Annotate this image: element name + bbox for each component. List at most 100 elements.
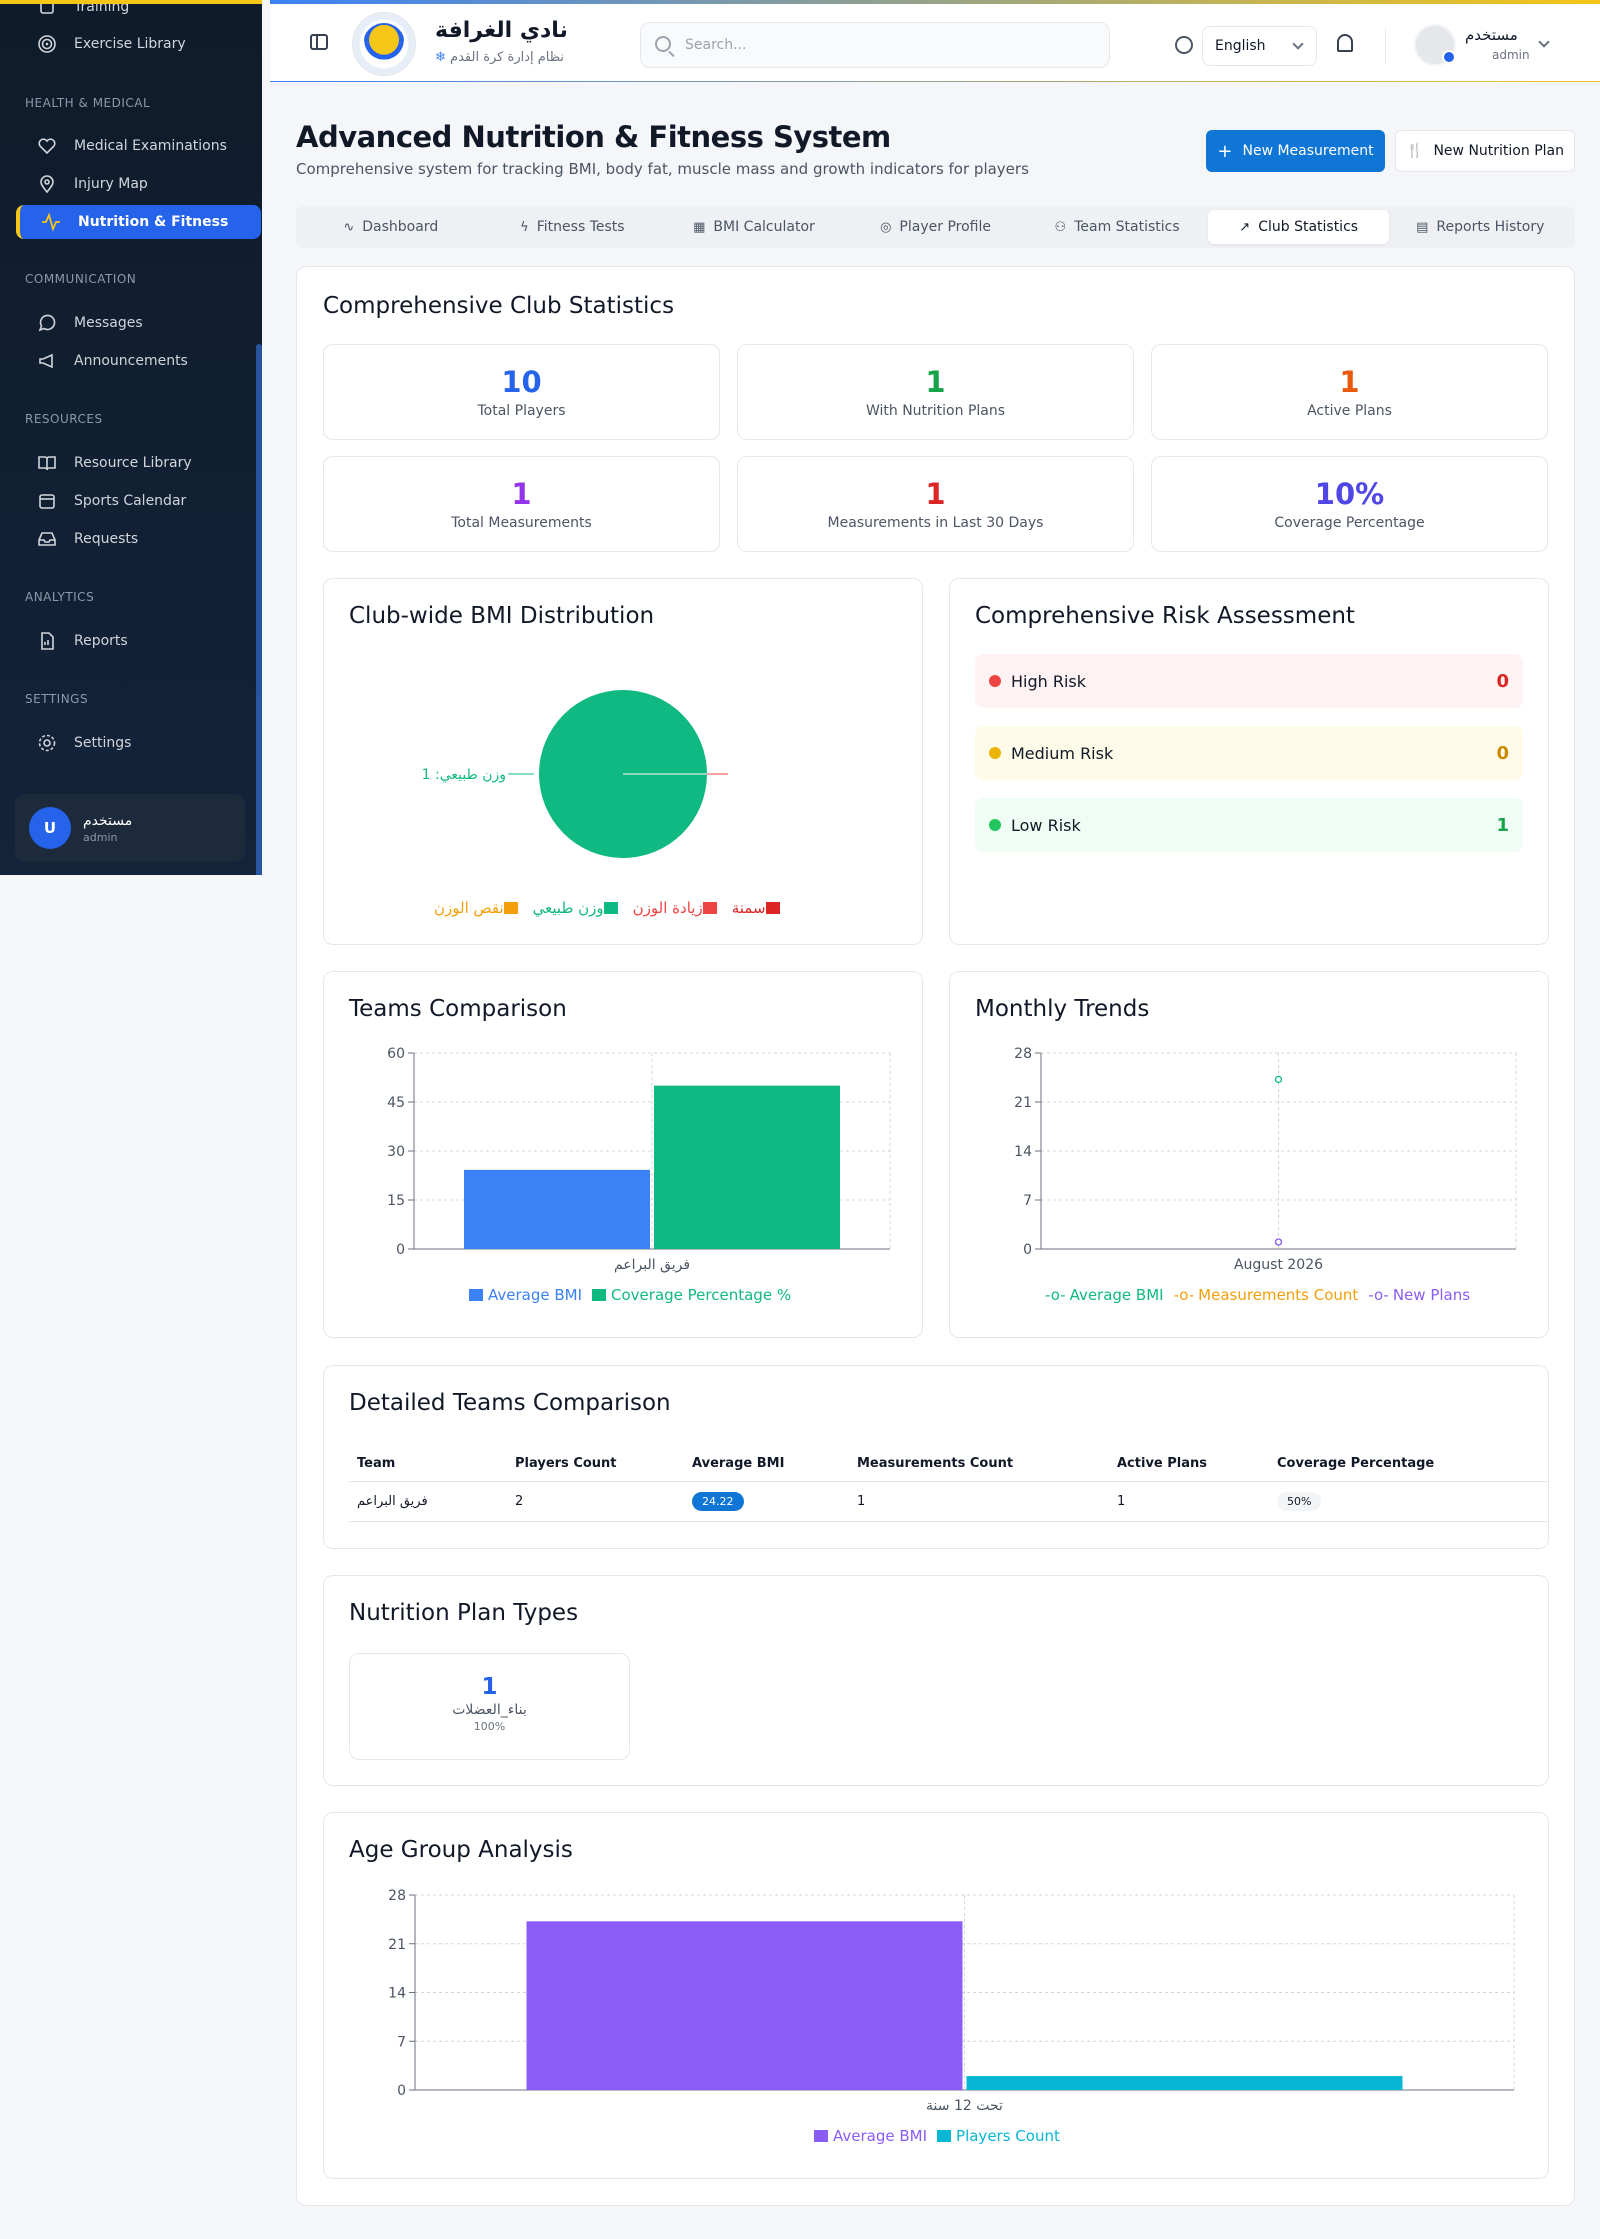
stat-with-nutrition-plans: 1 With Nutrition Plans xyxy=(737,344,1134,440)
tab-player-profile[interactable]: ◎ Player Profile xyxy=(880,219,991,235)
x-tick-label: تحت 12 سنة xyxy=(926,2098,1003,2114)
bar-players-count xyxy=(966,2076,1403,2090)
tab-club-statistics[interactable]: ↗ Club Statistics xyxy=(1207,210,1390,244)
sidebar-item-requests[interactable]: Requests xyxy=(16,522,261,556)
line-dot-icon: -o- xyxy=(1045,1286,1066,1304)
y-tick-label: 21 xyxy=(1014,1095,1032,1111)
sidebar-item-resource-library[interactable]: Resource Library xyxy=(16,446,261,480)
activity-icon xyxy=(40,211,62,233)
zap-icon: ϟ xyxy=(520,219,529,235)
header-divider xyxy=(1385,28,1386,64)
stat-total-players: 10 Total Players xyxy=(323,344,720,440)
sidebar-item-injury-map[interactable]: Injury Map xyxy=(16,167,261,201)
bmi-legend: سمنة زيادة الوزن وزن طبيعي نقص الوزن xyxy=(429,899,790,917)
legend-item-coverage: Coverage Percentage % xyxy=(592,1286,791,1304)
point-new-plans xyxy=(1274,1238,1283,1246)
club-logo xyxy=(352,12,416,76)
new-nutrition-plan-button[interactable]: 🍴 New Nutrition Plan xyxy=(1395,130,1575,172)
y-tick-label: 7 xyxy=(397,2034,406,2050)
sidebar-item-reports[interactable]: Reports xyxy=(16,624,261,658)
bar-coverage xyxy=(654,1085,840,1249)
bmi-distribution-card: Club-wide BMI Distribution وزن طبيعي: 1 … xyxy=(323,578,923,945)
coverage-badge: 50% xyxy=(1277,1492,1322,1511)
risk-low-row: Low Risk 1 xyxy=(975,798,1523,852)
plan-types-title: Nutrition Plan Types xyxy=(349,1600,579,1626)
y-tick-label: 28 xyxy=(388,1888,406,1904)
plan-type-item: 1 بناء_العضلات 100% xyxy=(349,1653,630,1760)
sidebar-item-nutrition-fitness[interactable]: Nutrition & Fitness xyxy=(16,205,261,239)
nutrition-plan-types-card: Nutrition Plan Types 1 بناء_العضلات 100% xyxy=(323,1575,1549,1786)
sidebar-item-announcements[interactable]: Announcements xyxy=(16,344,261,378)
sidebar-section-communication: COMMUNICATION xyxy=(25,272,137,286)
trending-up-icon: ↗ xyxy=(1239,219,1251,235)
y-tick-label: 14 xyxy=(388,1986,406,2002)
sidebar-user-name: مستخدم xyxy=(83,812,133,829)
y-tick-label: 0 xyxy=(396,1242,405,1258)
y-tick-label: 14 xyxy=(1014,1144,1032,1160)
col-team: Team xyxy=(349,1446,507,1482)
risk-high-row: High Risk 0 xyxy=(975,654,1523,708)
target-icon: ◎ xyxy=(880,219,892,235)
gear-icon xyxy=(36,732,58,754)
legend-item-average-bmi: -o- Average BMI xyxy=(1045,1286,1164,1304)
tab-dashboard[interactable]: ∿ Dashboard xyxy=(343,219,439,235)
teams-comparison-card: Teams Comparison 0 15 30 45 60 فريق البراعم A… xyxy=(323,971,923,1338)
bar-average-bmi xyxy=(464,1169,650,1249)
x-tick-label: فريق البراعم xyxy=(614,1257,690,1273)
sidebar-item-settings[interactable]: Settings xyxy=(16,726,261,760)
sidebar-section-settings: SETTINGS xyxy=(25,692,89,706)
monthly-trends-chart: 0 7 14 21 28 August 2026 xyxy=(1014,1046,1517,1273)
y-tick-label: 21 xyxy=(388,1937,406,1953)
club-statistics-panel: Comprehensive Club Statistics 10 Total Pl… xyxy=(296,266,1575,2206)
tab-fitness-tests[interactable]: ϟ Fitness Tests xyxy=(520,219,625,235)
bmi-distribution-title: Club-wide BMI Distribution xyxy=(349,603,655,629)
sidebar-item-messages[interactable]: Messages xyxy=(16,306,261,340)
legend-item-new-plans: -o- New Plans xyxy=(1368,1286,1471,1304)
tab-bmi-calculator[interactable]: ▦ BMI Calculator xyxy=(693,219,815,235)
sidebar-toggle-icon[interactable] xyxy=(310,34,328,50)
user-avatar[interactable] xyxy=(1414,24,1456,66)
new-measurement-button[interactable]: + New Measurement xyxy=(1206,130,1385,172)
search-icon xyxy=(655,36,671,52)
sidebar-user-card[interactable]: U مستخدم admin xyxy=(15,794,245,862)
status-dot xyxy=(989,747,1001,759)
sidebar-item-training[interactable]: Training xyxy=(16,4,261,24)
y-tick-label: 60 xyxy=(387,1046,405,1062)
legend-item-overweight: زيادة الوزن xyxy=(633,899,722,917)
sidebar-item-medical-examinations[interactable]: Medical Examinations xyxy=(16,129,261,163)
y-tick-label: 0 xyxy=(397,2083,406,2099)
chevron-down-icon[interactable] xyxy=(1538,36,1550,48)
monthly-trends-title: Monthly Trends xyxy=(975,996,1150,1022)
y-tick-label: 7 xyxy=(1023,1193,1032,1209)
stat-measurements-30-days: 1 Measurements in Last 30 Days xyxy=(737,456,1134,552)
bell-icon[interactable] xyxy=(1337,34,1353,52)
table-row[interactable]: فريق البراعم 2 24.22 1 1 50% xyxy=(349,1481,1549,1522)
tab-reports-history[interactable]: ▤ Reports History xyxy=(1416,219,1545,235)
top-header: نادي الغرافة ❄ نظام إدارة كرة القدم Sear… xyxy=(270,0,1600,82)
stat-coverage-percentage: 10% Coverage Percentage xyxy=(1151,456,1548,552)
utensils-icon: 🍴 xyxy=(1406,143,1424,159)
age-group-chart: 0 7 14 21 28 تحت 12 سنة xyxy=(388,1888,1515,2114)
user-name: مستخدم xyxy=(1465,26,1518,44)
detailed-teams-card: Detailed Teams Comparison Team Players C… xyxy=(323,1365,1549,1549)
sidebar-scrollbar[interactable] xyxy=(256,344,262,875)
inbox-icon xyxy=(36,528,58,550)
pie-slice-label: وزن طبيعي: 1 xyxy=(422,767,506,783)
map-pin-icon xyxy=(36,173,58,195)
club-subtitle: ❄ نظام إدارة كرة القدم xyxy=(435,50,565,65)
search-input[interactable]: Search... xyxy=(640,22,1110,68)
sidebar-item-exercise-library[interactable]: Exercise Library xyxy=(16,27,261,61)
risk-assessment-card: Comprehensive Risk Assessment High Risk 0… xyxy=(949,578,1549,945)
sidebar-item-sports-calendar[interactable]: Sports Calendar xyxy=(16,484,261,518)
detailed-teams-table: Team Players Count Average BMI Measureme… xyxy=(349,1446,1549,1522)
language-select[interactable]: English xyxy=(1202,26,1317,66)
legend-item-obesity: سمنة xyxy=(732,899,785,917)
tab-team-statistics[interactable]: ⚇ Team Statistics xyxy=(1054,219,1180,235)
book-icon xyxy=(36,452,58,474)
line-dot-icon: -o- xyxy=(1368,1286,1389,1304)
x-tick-label: August 2026 xyxy=(1234,1257,1323,1273)
risk-assessment-title: Comprehensive Risk Assessment xyxy=(975,603,1355,629)
line-dot-icon: -o- xyxy=(1173,1286,1195,1304)
heart-icon xyxy=(36,135,58,157)
teams-legend: Average BMI Coverage Percentage % xyxy=(464,1286,796,1304)
